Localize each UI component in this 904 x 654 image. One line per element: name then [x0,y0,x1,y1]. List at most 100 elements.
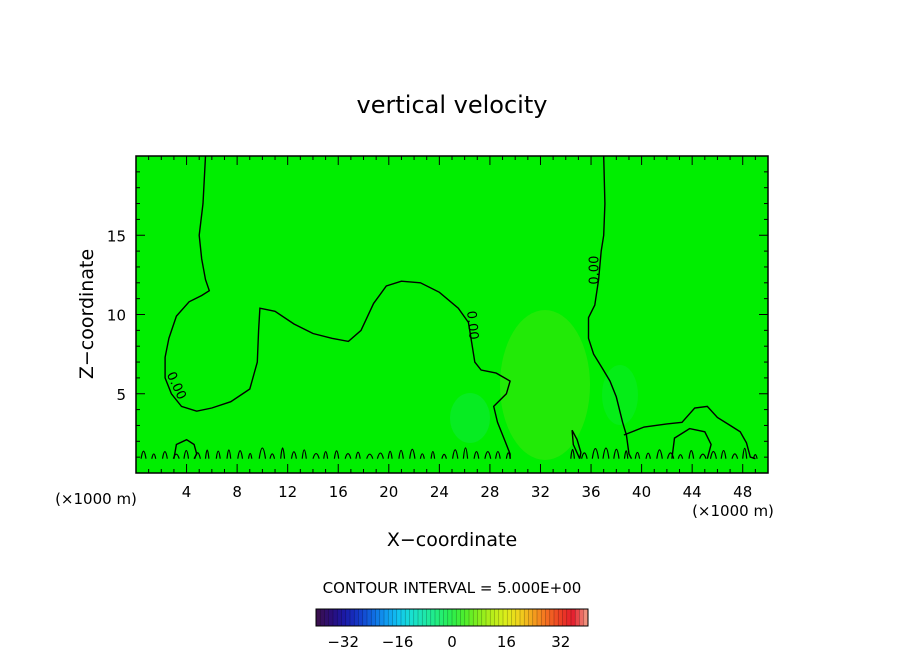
colorbar-swatch [579,609,585,626]
colorbar-tick-label: 0 [447,633,457,651]
contour-interval-label: CONTOUR INTERVAL = 5.000E+00 [323,579,582,597]
surface-contour [677,454,684,459]
surface-contour [709,450,717,459]
surface-contour [194,452,201,459]
colorbar-swatch [401,609,406,626]
colorbar-swatch [575,609,580,626]
zero-contour-small-3 [671,427,712,459]
colorbar-swatch [337,609,342,626]
surface-contour [247,452,253,459]
contour-label: 0.00 [463,310,480,340]
surface-contour [645,452,651,459]
surface-contour [419,453,425,459]
surface-contour [699,453,707,459]
colorbar-swatch [498,609,504,626]
surface-contour [430,450,436,459]
colorbar-swatch [430,609,436,626]
surface-contour [323,451,329,459]
surface-contour [656,449,663,459]
plot-area: 0.000.000.00 [135,155,769,474]
colorbar-swatch [320,609,325,626]
surface-contour [731,453,739,459]
y-unit-label: (×1000 m) [55,490,137,508]
surface-contour [204,449,210,459]
y-tick-label: 15 [107,227,126,245]
colorbar-swatch [396,609,402,626]
colorbar-swatch [571,609,576,626]
colorbar-swatch [541,609,546,626]
surface-contour [591,448,600,459]
colorbar-swatch [558,609,563,626]
colorbar-tick-label: 16 [497,633,516,651]
x-tick-label: 28 [480,483,499,501]
surface-contour [742,447,748,459]
surface-contour [290,451,297,459]
colorbar-swatch [528,609,534,626]
colorbar-tick-label: 32 [551,633,570,651]
colorbar-swatch [443,609,449,626]
colorbar [315,609,589,626]
surface-contour [495,450,501,459]
colorbar-swatch [316,609,321,626]
colorbar-swatch [456,609,461,626]
colorbar-swatch [469,609,474,626]
surface-contour [602,447,610,459]
surface-contour [623,450,629,459]
colorbar-swatch [426,609,432,626]
y-tick-label: 5 [116,386,126,404]
colorbar-swatch [405,609,410,626]
colorbar-swatch [490,609,495,626]
surface-contour [312,452,320,459]
zero-contour-main [164,155,511,459]
surface-contour [505,452,511,459]
plot-background [136,156,768,473]
x-tick-labels: 4 8 12 16 20 24 28 32 36 40 44 48 [182,483,752,501]
colorbar-swatch [537,609,542,626]
x-tick-label: 44 [683,483,702,501]
surface-contour [344,453,352,459]
colorbar-swatch [464,609,470,626]
x-unit-label: (×1000 m) [692,502,774,520]
surface-contour [226,449,232,459]
colorbar-swatch [324,609,330,626]
surface-contour [409,448,416,459]
surface-contour [581,452,588,459]
colorbar-swatch [524,609,529,626]
surface-contour [183,449,190,459]
axis-ticks [136,156,768,473]
surface-contour [280,447,286,459]
colorbar-swatch [549,609,555,626]
x-tick-label: 16 [329,483,348,501]
surface-contour [376,452,384,459]
colorbar-swatch [379,609,385,626]
colorbar-swatch [392,609,398,626]
colorbar-swatch [422,609,427,626]
zero-contour-right [587,155,633,460]
surface-contour [387,450,393,459]
colorbar-swatch [375,609,381,626]
colorbar-swatch [345,609,351,626]
colorbar-swatch [507,609,512,626]
x-tick-label: 32 [531,483,550,501]
colorbar-swatch [477,609,483,626]
colorbar-swatch [439,609,444,626]
colorbar-tick-label: −16 [382,633,414,651]
surface-contour [666,452,675,459]
colorbar-swatch [435,609,440,626]
surface-contour [151,453,157,459]
surface-contour [634,451,641,459]
surface-contour [269,453,276,459]
y-axis-label: Z−coordinate [76,249,98,379]
x-tick-label: 48 [733,483,752,501]
colorbar-frame [315,608,589,627]
x-axis-label: X−coordinate [387,529,517,551]
surface-contour [398,449,404,459]
surface-contour [570,448,575,459]
colorbar-swatch [583,609,589,626]
colorbar-swatch [511,609,517,626]
surface-contour [140,450,147,459]
colorbar-swatch [515,609,521,626]
x-tick-label: 20 [379,483,398,501]
colorbar-swatch [503,609,508,626]
